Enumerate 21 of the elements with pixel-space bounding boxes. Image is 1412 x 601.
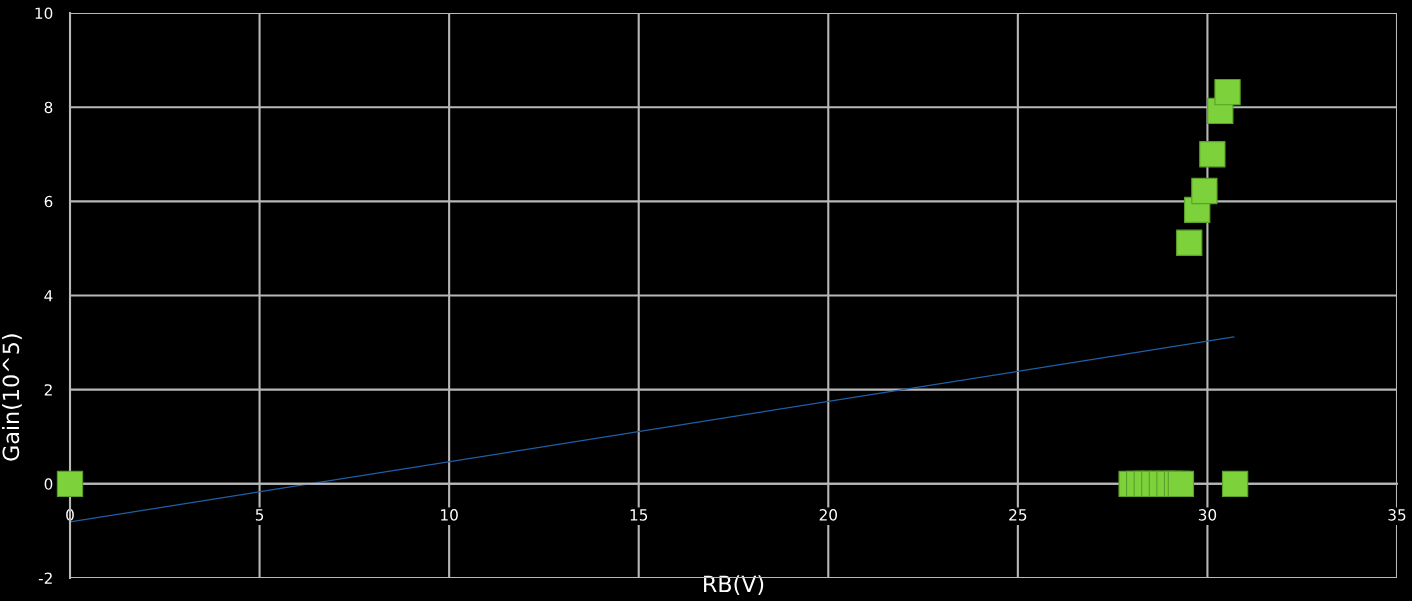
x-tick-label: 15	[630, 509, 648, 521]
y-tick-label: 4	[44, 290, 53, 302]
point	[1191, 177, 1218, 205]
y-tick-label: 6	[44, 195, 53, 208]
point	[1214, 78, 1241, 106]
y-tick-label: 0	[44, 478, 53, 490]
point	[1176, 229, 1203, 256]
y-tick-label: 8	[44, 101, 53, 114]
point	[56, 470, 84, 498]
x-tick-label: 20	[819, 509, 837, 521]
x-tick-label: 25	[1009, 509, 1027, 521]
point	[1221, 470, 1249, 498]
x-tick-label: 5	[255, 509, 264, 521]
x-tick-label: 30	[1198, 509, 1217, 521]
y-axis-title: Gain(10^5)	[2, 334, 22, 461]
x-tick-label: 10	[441, 509, 458, 521]
x-tick-label: 35	[1388, 509, 1406, 521]
y-tick-label: 10	[35, 7, 53, 20]
point	[1199, 141, 1226, 168]
y-tick-label: 2	[44, 384, 52, 396]
y-tick-label: -2	[38, 572, 52, 584]
